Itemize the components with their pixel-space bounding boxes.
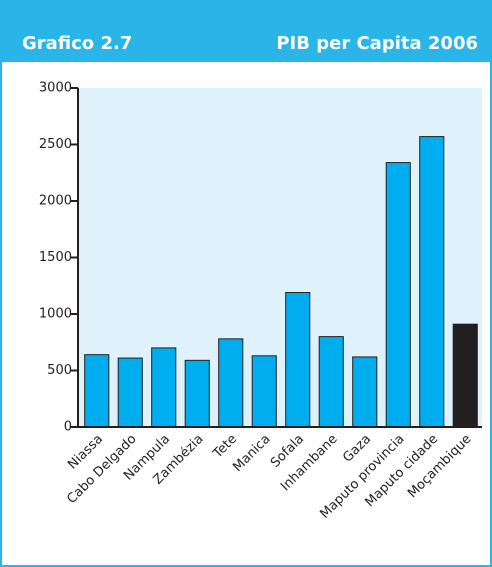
bar — [419, 136, 445, 428]
plot-area — [78, 88, 482, 427]
y-tick-label: 2500 — [39, 137, 72, 152]
bar — [151, 347, 177, 428]
y-tick-label: 0 — [64, 420, 72, 435]
y-tick-label: 1500 — [39, 250, 72, 265]
bar — [452, 323, 478, 428]
y-tick-label: 3000 — [39, 81, 72, 96]
chart-id: Grafico 2.7 — [22, 33, 132, 54]
y-tick-label: 2000 — [39, 194, 72, 209]
header — [0, 0, 492, 62]
bar — [385, 162, 411, 428]
bar — [84, 354, 110, 428]
chart-title: PIB per Capita 2006 — [276, 33, 478, 54]
bar — [117, 357, 143, 428]
bar — [352, 356, 378, 428]
bar — [218, 338, 244, 428]
bar — [184, 359, 210, 428]
y-tick-label: 500 — [47, 363, 72, 378]
bar — [285, 292, 311, 428]
bar — [318, 336, 344, 428]
bar — [251, 355, 277, 428]
y-tick-label: 1000 — [39, 307, 72, 322]
